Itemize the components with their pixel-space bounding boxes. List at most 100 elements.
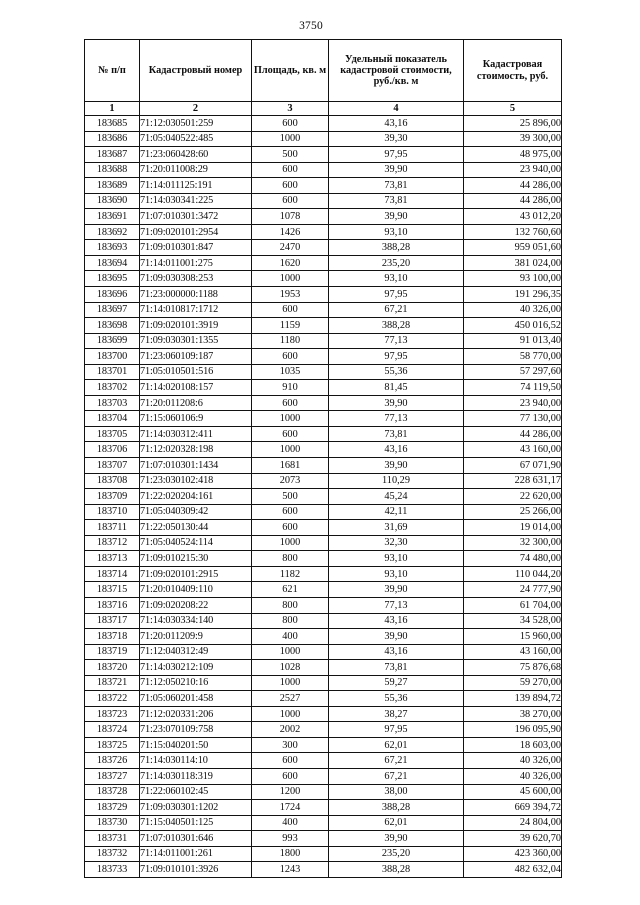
cell-area: 621 [251, 581, 329, 598]
cell-unit-rate: 93,10 [328, 550, 464, 567]
cell-row-number: 183731 [84, 830, 140, 847]
table-row: 183692 71:09:020101:2954 1426 93,10 132 760,… [84, 223, 562, 241]
cell-row-number: 183705 [84, 425, 140, 443]
cell-cadastral-number: 71:09:020101:2954 [139, 223, 252, 241]
cell-row-number: 183726 [84, 752, 140, 769]
cell-cadastral-value: 43 160,00 [463, 441, 562, 459]
cell-area: 600 [251, 348, 329, 365]
cell-cadastral-value: 93 100,00 [463, 270, 562, 288]
cell-cadastral-number: 71:05:040309:42 [139, 503, 252, 521]
cell-cadastral-value: 44 286,00 [463, 425, 562, 443]
cell-area: 1620 [251, 254, 329, 272]
cell-unit-rate: 67,21 [328, 752, 464, 769]
cell-unit-rate: 67,21 [328, 301, 464, 319]
table-row: 183726 71:14:030114:10 600 67,21 40 326,00 [84, 752, 562, 769]
cell-cadastral-number: 71:14:030114:10 [139, 752, 252, 769]
cell-row-number: 183685 [84, 115, 140, 132]
table-row: 183707 71:07:010301:1434 1681 39,90 67 071,9… [84, 457, 562, 474]
cell-cadastral-value: 57 297,60 [463, 363, 562, 381]
cell-cadastral-number: 71:05:010501:516 [139, 363, 252, 381]
table-row: 183728 71:22:060102:45 1200 38,00 45 600,00 [84, 783, 562, 801]
cell-unit-rate: 38,27 [328, 705, 464, 723]
cell-cadastral-value: 23 940,00 [463, 394, 562, 412]
table-row: 183733 71:09:010101:3926 1243 388,28 482 632… [84, 861, 562, 878]
cell-unit-rate: 62,01 [328, 736, 464, 754]
cell-cadastral-number: 71:05:040524:114 [139, 534, 252, 552]
cell-area: 400 [251, 628, 329, 645]
table-row: 183717 71:14:030334:140 800 43,16 34 528,00 [84, 612, 562, 630]
cell-cadastral-number: 71:12:030501:259 [139, 115, 252, 132]
cell-cadastral-value: 44 286,00 [463, 177, 562, 194]
cell-cadastral-value: 58 770,00 [463, 348, 562, 365]
header-row: № п/п Кадастровый номер Площадь, кв. м У… [84, 39, 562, 102]
cell-cadastral-value: 91 013,40 [463, 332, 562, 350]
cell-area: 600 [251, 752, 329, 769]
cell-cadastral-number: 71:20:010409:110 [139, 581, 252, 598]
table-row: 183712 71:05:040524:114 1000 32,30 32 300,00 [84, 534, 562, 552]
cell-cadastral-value: 24 777,90 [463, 581, 562, 598]
cell-area: 1724 [251, 799, 329, 816]
cell-row-number: 183728 [84, 783, 140, 801]
cell-row-number: 183730 [84, 814, 140, 832]
cell-cadastral-number: 71:22:060102:45 [139, 783, 252, 801]
cell-cadastral-number: 71:22:050130:44 [139, 519, 252, 536]
cell-row-number: 183687 [84, 146, 140, 163]
cell-row-number: 183708 [84, 472, 140, 490]
cell-unit-rate: 235,20 [328, 845, 464, 863]
cell-row-number: 183717 [84, 612, 140, 630]
cell-row-number: 183724 [84, 721, 140, 738]
cell-row-number: 183690 [84, 192, 140, 210]
cell-unit-rate: 97,95 [328, 721, 464, 738]
cell-cadastral-value: 48 975,00 [463, 146, 562, 163]
cell-cadastral-value: 18 603,00 [463, 736, 562, 754]
cell-unit-rate: 39,90 [328, 581, 464, 598]
cell-unit-rate: 39,90 [328, 394, 464, 412]
table-row: 183688 71:20:011008:29 600 39,90 23 940,00 [84, 161, 562, 179]
cell-unit-rate: 67,21 [328, 767, 464, 785]
cell-cadastral-value: 38 270,00 [463, 705, 562, 723]
cell-cadastral-value: 40 326,00 [463, 301, 562, 319]
cell-area: 600 [251, 301, 329, 319]
cell-cadastral-value: 24 804,00 [463, 814, 562, 832]
cell-unit-rate: 73,81 [328, 177, 464, 194]
cell-cadastral-value: 482 632,04 [463, 861, 562, 878]
cell-cadastral-number: 71:12:040312:49 [139, 643, 252, 661]
cell-row-number: 183727 [84, 767, 140, 785]
cell-unit-rate: 73,81 [328, 192, 464, 210]
cell-unit-rate: 93,10 [328, 223, 464, 241]
column-number-row: 1 2 3 4 5 [84, 101, 562, 116]
cell-area: 600 [251, 161, 329, 179]
cadastre-table: № п/п Кадастровый номер Площадь, кв. м У… [84, 39, 562, 878]
column-header-cadastral-number: Кадастровый номер [139, 39, 252, 102]
cell-unit-rate: 59,27 [328, 674, 464, 692]
cell-area: 600 [251, 177, 329, 194]
column-number-4: 4 [328, 101, 464, 116]
table-row: 183701 71:05:010501:516 1035 55,36 57 297,60 [84, 363, 562, 381]
cell-row-number: 183733 [84, 861, 140, 878]
cell-cadastral-value: 423 360,00 [463, 845, 562, 863]
cell-cadastral-number: 71:14:030212:109 [139, 659, 252, 676]
cell-unit-rate: 77,13 [328, 596, 464, 614]
table-row: 183690 71:14:030341:225 600 73,81 44 286,00 [84, 192, 562, 210]
table-header: № п/п Кадастровый номер Площадь, кв. м У… [84, 39, 562, 102]
cell-area: 1078 [251, 208, 329, 225]
table-row: 183694 71:14:011001:275 1620 235,20 381 024,… [84, 254, 562, 272]
column-number-1: 1 [84, 101, 140, 116]
table-row: 183727 71:14:030118:319 600 67,21 40 326,00 [84, 767, 562, 785]
table-row: 183691 71:07:010301:3472 1078 39,90 43 012,2… [84, 208, 562, 225]
cell-row-number: 183700 [84, 348, 140, 365]
cell-cadastral-value: 23 940,00 [463, 161, 562, 179]
cell-cadastral-value: 74 119,50 [463, 379, 562, 396]
cell-cadastral-number: 71:12:020331:206 [139, 705, 252, 723]
table-row: 183715 71:20:010409:110 621 39,90 24 777,90 [84, 581, 562, 598]
cell-unit-rate: 388,28 [328, 239, 464, 256]
cell-area: 600 [251, 503, 329, 521]
cell-cadastral-value: 40 326,00 [463, 752, 562, 769]
cell-row-number: 183707 [84, 457, 140, 474]
cell-cadastral-number: 71:12:050210:16 [139, 674, 252, 692]
cell-row-number: 183711 [84, 519, 140, 536]
cell-cadastral-number: 71:09:030308:253 [139, 270, 252, 288]
cell-cadastral-number: 71:15:040501:125 [139, 814, 252, 832]
cell-cadastral-number: 71:09:020208:22 [139, 596, 252, 614]
table-row: 183685 71:12:030501:259 600 43,16 25 896,00 [84, 115, 562, 132]
